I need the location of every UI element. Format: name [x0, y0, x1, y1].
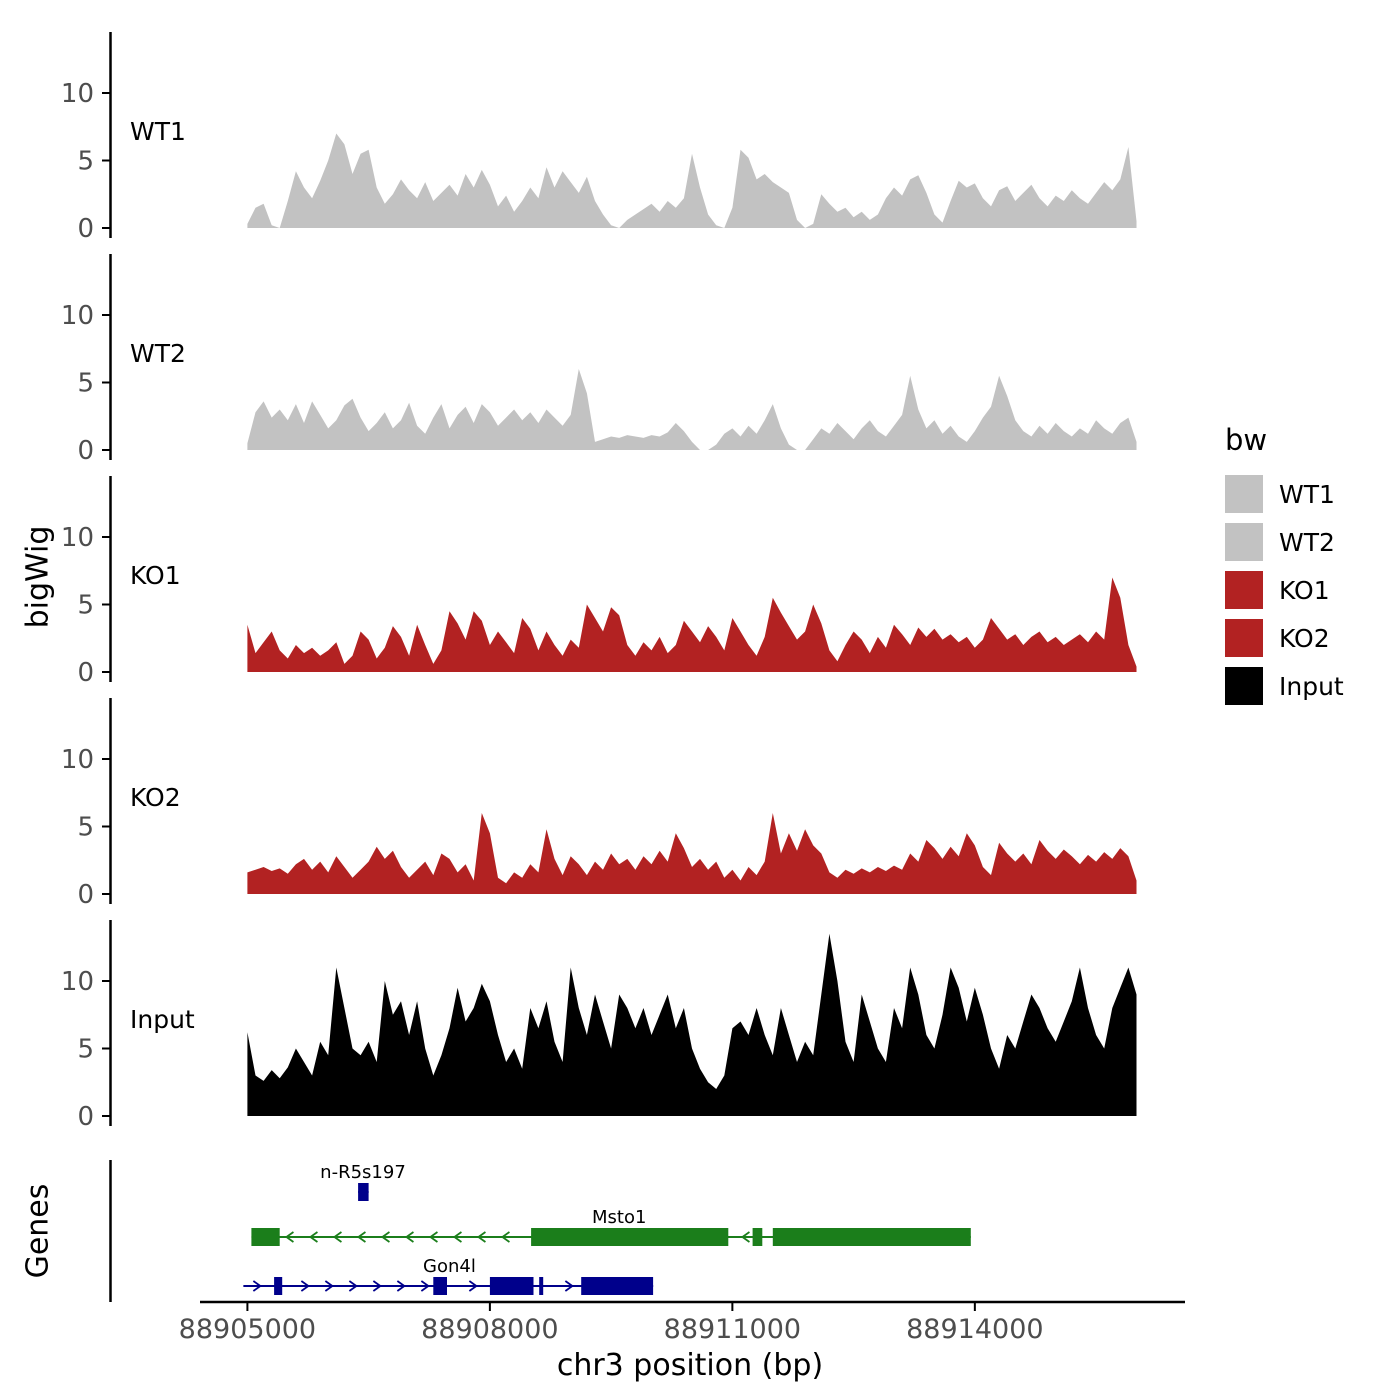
legend-label: WT1 — [1279, 479, 1335, 509]
svg-text:KO1: KO1 — [130, 561, 181, 590]
legend: bw WT1 WT2 KO1 KO2 Input — [1225, 423, 1344, 715]
svg-text:88908000: 88908000 — [421, 1314, 558, 1345]
svg-text:88911000: 88911000 — [664, 1314, 801, 1345]
legend-swatch-wt1 — [1225, 475, 1263, 513]
svg-text:88905000: 88905000 — [179, 1314, 316, 1345]
svg-text:0: 0 — [77, 658, 94, 688]
legend-label: KO2 — [1279, 623, 1330, 653]
y-axis-label: bigWig — [20, 525, 56, 629]
svg-text:0: 0 — [77, 1102, 94, 1132]
legend-swatch-input — [1225, 667, 1263, 705]
svg-text:0: 0 — [77, 214, 94, 244]
svg-text:Msto1: Msto1 — [592, 1207, 646, 1228]
svg-text:WT1: WT1 — [130, 117, 186, 146]
legend-swatch-wt2 — [1225, 523, 1263, 561]
svg-text:5: 5 — [77, 147, 94, 177]
svg-text:Input: Input — [130, 1005, 195, 1034]
legend-label: WT2 — [1279, 527, 1335, 557]
svg-text:88914000: 88914000 — [906, 1314, 1043, 1345]
legend-item: WT1 — [1225, 475, 1344, 513]
svg-text:n-R5s197: n-R5s197 — [320, 1162, 406, 1183]
svg-text:10: 10 — [61, 301, 94, 331]
legend-swatch-ko1 — [1225, 571, 1263, 609]
svg-text:5: 5 — [77, 1035, 94, 1065]
svg-text:5: 5 — [77, 591, 94, 621]
svg-text:10: 10 — [61, 79, 94, 109]
svg-text:0: 0 — [77, 436, 94, 466]
legend-item: KO2 — [1225, 619, 1344, 657]
legend-swatch-ko2 — [1225, 619, 1263, 657]
svg-text:WT2: WT2 — [130, 339, 186, 368]
legend-label: KO1 — [1279, 575, 1330, 605]
svg-text:5: 5 — [77, 813, 94, 843]
legend-item: Input — [1225, 667, 1344, 705]
legend-label: Input — [1279, 671, 1344, 701]
svg-text:10: 10 — [61, 967, 94, 997]
svg-text:0: 0 — [77, 880, 94, 910]
svg-text:10: 10 — [61, 745, 94, 775]
legend-item: KO1 — [1225, 571, 1344, 609]
legend-item: WT2 — [1225, 523, 1344, 561]
svg-text:KO2: KO2 — [130, 783, 181, 812]
svg-text:Gon4l: Gon4l — [423, 1256, 476, 1277]
genes-axis-label: Genes — [20, 1183, 56, 1279]
svg-text:5: 5 — [77, 369, 94, 399]
x-axis-label: chr3 position (bp) — [556, 1348, 824, 1383]
svg-text:10: 10 — [61, 523, 94, 553]
legend-title: bw — [1225, 423, 1268, 457]
